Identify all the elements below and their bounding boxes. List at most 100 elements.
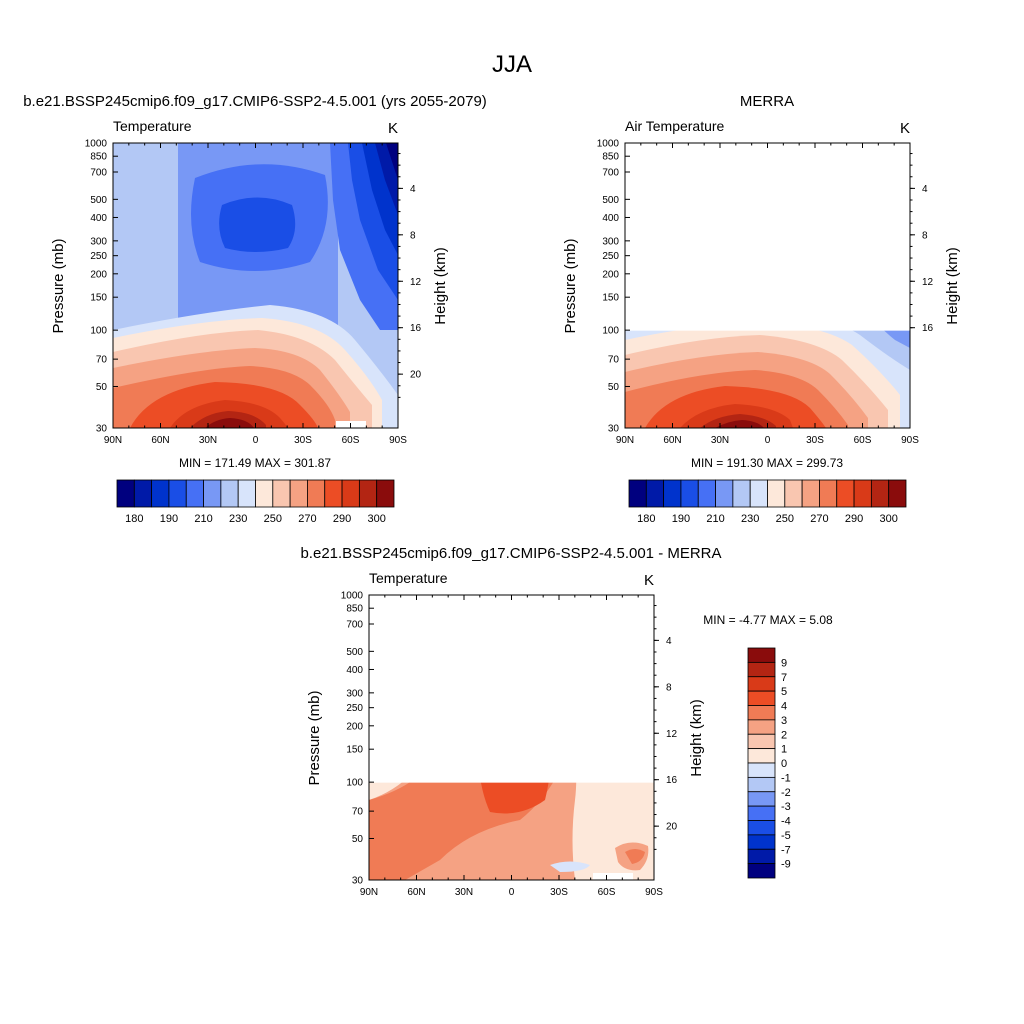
- x-tick-label: 60S: [598, 887, 616, 898]
- variable-label: Temperature: [113, 118, 192, 134]
- x-tick-label: 60S: [342, 435, 360, 446]
- y2-tick-label: 4: [666, 636, 672, 647]
- x-tick-label: 30S: [550, 887, 568, 898]
- colorbar-box: [732, 479, 751, 508]
- colorbar-box: [747, 791, 776, 807]
- colorbar-box: [663, 479, 682, 508]
- colorbar-label: 5: [781, 686, 787, 698]
- x-tick-label: 30N: [199, 435, 217, 446]
- y-tick-label: 1000: [597, 139, 620, 150]
- y-tick-label: 70: [96, 355, 108, 366]
- colorbar-box: [747, 863, 776, 879]
- colorbar-box: [870, 479, 890, 508]
- x-tick-label: 30N: [455, 887, 473, 898]
- colorbar-box: [747, 661, 776, 678]
- x-tick-label: 90S: [389, 435, 407, 446]
- colorbar-box: [203, 479, 222, 508]
- colorbar-box: [358, 479, 378, 508]
- panel-title: b.e21.BSSP245cmip6.f09_g17.CMIP6-SSP2-4.…: [300, 545, 721, 562]
- y2-tick-label: 20: [666, 822, 678, 833]
- y2-tick-label: 8: [410, 230, 416, 241]
- colorbar-box: [133, 479, 153, 508]
- x-tick-label: 30S: [294, 435, 312, 446]
- variable-label: Temperature: [369, 570, 448, 586]
- colorbar-box: [116, 479, 135, 508]
- y2-tick-label: 12: [666, 729, 678, 740]
- no-data-region: [625, 143, 910, 331]
- colorbar-label: 1: [781, 744, 787, 756]
- y2-axis-label: Height (km): [944, 247, 961, 325]
- colorbar-box: [715, 479, 734, 508]
- colorbar-box: [376, 479, 395, 508]
- colorbar-box: [307, 479, 326, 508]
- colorbar-label: 180: [637, 513, 655, 525]
- colorbar-box: [747, 733, 776, 750]
- y2-axis-label: Height (km): [432, 247, 449, 325]
- y2-axis-label: Height (km): [688, 699, 705, 777]
- min-max-label: MIN = -4.77 MAX = 5.08: [703, 613, 833, 627]
- colorbar-box: [747, 805, 776, 821]
- colorbar-label: 230: [741, 513, 759, 525]
- y-tick-label: 200: [602, 269, 619, 280]
- x-tick-label: 90N: [360, 887, 378, 898]
- colorbar-label: 290: [333, 513, 351, 525]
- axis-ticks: 90N 60N 30N 0 30S 60S 90S 30 50 70 100 150 200 250 300…: [341, 591, 678, 899]
- panel-title: b.e21.BSSP245cmip6.f09_g17.CMIP6-SSP2-4.…: [23, 93, 487, 110]
- y2-tick-label: 12: [410, 277, 422, 288]
- colorbar-label: 290: [845, 513, 863, 525]
- y-tick-label: 400: [90, 213, 107, 224]
- colorbar-box: [747, 762, 776, 778]
- y-tick-label: 400: [602, 213, 619, 224]
- panel-title: MERRA: [740, 93, 794, 110]
- y-tick-label: 30: [352, 876, 364, 887]
- colorbar-box: [747, 848, 776, 865]
- colorbar: 9 7 5 4 3 2 1 0 -1 -2 -3 -4 -5 -7 -9: [747, 647, 791, 879]
- colorbar-label: -5: [781, 830, 791, 842]
- x-tick-label: 0: [509, 887, 515, 898]
- panel-model: b.e21.BSSP245cmip6.f09_g17.CMIP6-SSP2-4.…: [23, 93, 487, 525]
- colorbar-label: 300: [368, 513, 386, 525]
- colorbar-box: [747, 690, 776, 706]
- colorbar-label: 4: [781, 701, 787, 713]
- y-tick-label: 100: [90, 326, 107, 337]
- x-tick-label: 0: [765, 435, 771, 446]
- colorbar-box: [237, 479, 256, 508]
- panel-difference: b.e21.BSSP245cmip6.f09_g17.CMIP6-SSP2-4.…: [300, 545, 833, 898]
- y-tick-label: 700: [602, 167, 619, 178]
- colorbar-box: [801, 479, 820, 508]
- colorbar-box: [747, 834, 776, 850]
- y2-tick-label: 4: [922, 184, 928, 195]
- x-tick-label: 90N: [104, 435, 122, 446]
- colorbar-label: 210: [706, 513, 724, 525]
- colorbar-label: 9: [781, 657, 787, 669]
- y-tick-label: 1000: [85, 139, 108, 150]
- y-tick-label: 300: [602, 236, 619, 247]
- y2-tick-label: 16: [922, 323, 934, 334]
- units-label: K: [900, 120, 910, 137]
- colorbar-label: 300: [880, 513, 898, 525]
- y-tick-label: 850: [90, 152, 107, 163]
- x-tick-label: 0: [253, 435, 259, 446]
- panel-merra: MERRA Air Temperature K 90N 60N 30N 0 30S 60S…: [562, 93, 961, 525]
- y-tick-label: 150: [602, 293, 619, 304]
- y2-tick-label: 8: [922, 230, 928, 241]
- y-tick-label: 300: [90, 236, 107, 247]
- colorbar-box: [853, 479, 872, 508]
- units-label: K: [388, 120, 398, 137]
- y-tick-label: 30: [608, 424, 620, 435]
- colorbar-box: [697, 479, 716, 508]
- colorbar-label: 230: [229, 513, 247, 525]
- min-max-label: MIN = 171.49 MAX = 301.87: [179, 456, 331, 470]
- y-tick-label: 30: [96, 424, 108, 435]
- colorbar-label: 250: [776, 513, 794, 525]
- colorbar-label: -4: [781, 816, 791, 828]
- colorbar-box: [784, 479, 803, 508]
- colorbar-label: 270: [298, 513, 316, 525]
- x-tick-label: 90S: [901, 435, 919, 446]
- x-tick-label: 60N: [151, 435, 169, 446]
- colorbar-box: [289, 479, 308, 508]
- y-tick-label: 50: [352, 834, 364, 845]
- y-tick-label: 250: [90, 251, 107, 262]
- colorbar: 180 190 210 230 250 270 290 300: [628, 479, 907, 525]
- colorbar-box: [819, 479, 838, 508]
